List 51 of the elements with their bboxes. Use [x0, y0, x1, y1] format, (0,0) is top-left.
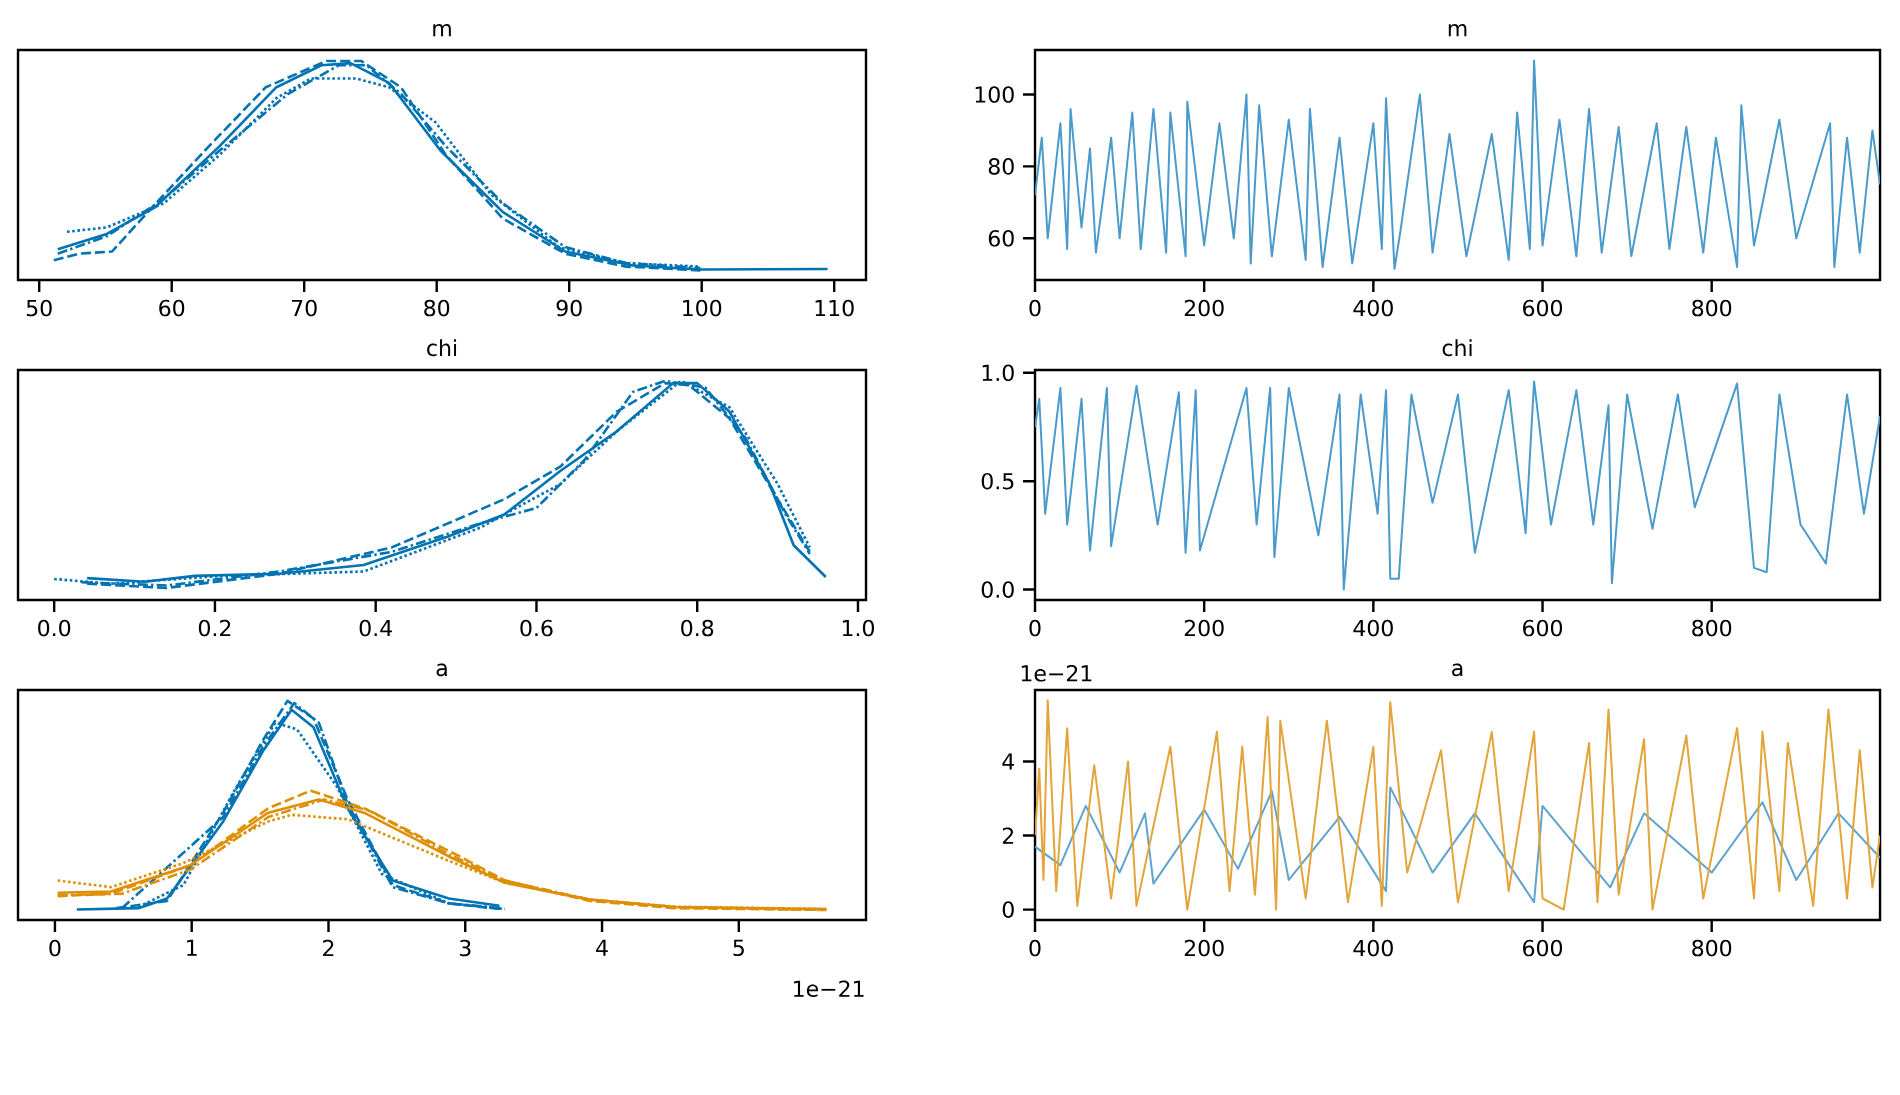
x-tick-label: 50	[26, 299, 52, 317]
y-tick-label: 100	[975, 86, 1014, 103]
x-tick-label: 90	[556, 299, 582, 317]
x-tick-label: 0.4	[359, 619, 392, 637]
x-tick-label: 800	[1692, 619, 1732, 637]
x-tick-label: 5	[733, 939, 744, 957]
x-tick-label: 0.0	[38, 619, 71, 637]
y-tick-label: 80	[988, 158, 1014, 175]
x-tick-label: 800	[1692, 299, 1732, 317]
x-tick-label: 600	[1523, 939, 1563, 957]
x-tick-label: 70	[292, 299, 317, 317]
x-tick-label: 400	[1353, 619, 1393, 637]
y-tick-label: 0.0	[981, 581, 1014, 598]
x-tick-label: 0.6	[520, 619, 553, 637]
x-tick-label: 600	[1523, 619, 1563, 637]
x-tick-label: 1.0	[842, 619, 874, 637]
x-tick-label: 100	[683, 299, 722, 317]
chart-title: chi	[1442, 339, 1472, 357]
y-tick-label: 0	[1002, 901, 1014, 918]
x-tick-label: 200	[1184, 299, 1224, 317]
x-tick-label: 800	[1692, 939, 1732, 957]
x-tick-label: 0	[1029, 619, 1041, 637]
chart-title: a	[436, 663, 447, 677]
x-tick-label: 200	[1184, 619, 1224, 637]
x-tick-label: 400	[1353, 939, 1393, 957]
chart-title: m	[433, 23, 451, 37]
x-tick-label: 400	[1353, 299, 1393, 317]
chart-title: chi	[427, 339, 457, 357]
text: 1e−21	[794, 980, 864, 998]
x-tick-label: 4	[596, 939, 608, 956]
x-tick-label: 2	[323, 939, 334, 957]
x-tick-label: 80	[424, 299, 450, 317]
y-tick-label: 2	[1002, 827, 1014, 844]
x-tick-label: 110	[815, 299, 854, 317]
y-tick-label: 1.0	[982, 364, 1014, 382]
x-tick-label: 0	[1029, 939, 1041, 957]
y-tick-label: 0.5	[981, 472, 1014, 490]
x-tick-label: 0.8	[681, 619, 714, 637]
y-tick-label: 60	[988, 229, 1014, 247]
x-tick-label: 60	[159, 299, 185, 317]
x-tick-label: 0	[1029, 299, 1041, 317]
x-tick-label: 200	[1184, 939, 1224, 957]
x-tick-label: 0.2	[198, 619, 231, 637]
chart-title: a	[1452, 663, 1463, 677]
x-tick-label: 0	[49, 939, 61, 957]
y-tick-label: 4	[1002, 753, 1015, 770]
x-tick-label: 3	[459, 939, 471, 957]
x-tick-label: 1	[187, 939, 197, 956]
text: 1e−21	[1021, 664, 1092, 682]
x-tick-label: 600	[1523, 299, 1563, 317]
chart-title: m	[1448, 23, 1467, 37]
